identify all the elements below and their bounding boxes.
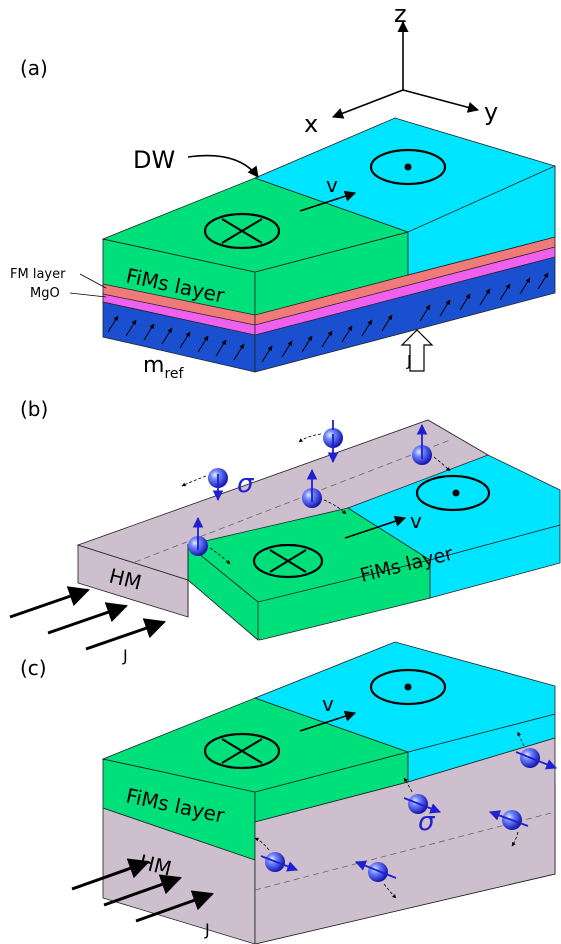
velocity-arrow-c (299, 710, 357, 732)
spin-electron (302, 468, 347, 515)
velocity-arrow-b (344, 515, 407, 539)
magnetization-out-icon (369, 148, 447, 186)
magnetization-out-icon-b (415, 474, 491, 512)
hm-c-dashed-line (254, 811, 556, 891)
panel-c-label: (c) (20, 656, 47, 680)
x-axis-label: x (304, 110, 318, 138)
hm-center-dashed-line (134, 439, 451, 563)
current-arrow-hollow (400, 329, 434, 372)
fm-layer-label: FM layer (10, 267, 66, 282)
current-label-a: J (406, 352, 411, 370)
magnetization-into-icon (203, 212, 281, 250)
current-label-b: J (122, 646, 128, 665)
y-axis-arrow (402, 89, 480, 113)
mgo-leader (69, 292, 107, 298)
panel-a: (a) z x y (10, 0, 557, 382)
spin-electron (188, 516, 231, 565)
spin-electron (403, 777, 442, 814)
spin-electrons-c (254, 731, 558, 899)
current-arrows-b (9, 586, 166, 651)
panel-c: (c) v FiMs layer HM σ (20, 641, 558, 944)
velocity-label-c: v (322, 692, 334, 716)
fims-c-top-cyan (253, 641, 556, 753)
reference-magnetization-arrows (107, 272, 549, 363)
spin-electron (412, 423, 451, 472)
z-axis-label: z (394, 0, 407, 28)
velocity-label: v (326, 173, 338, 197)
sigma-label-b: σ (237, 469, 255, 499)
spin-electron (254, 837, 299, 872)
fims-side-cyan-overlay (407, 165, 556, 276)
spin-electron (488, 810, 529, 847)
velocity-label-b: v (410, 509, 422, 533)
magnetization-into-icon-b (252, 543, 324, 579)
spin-electron (181, 468, 228, 502)
mgo-label: MgO (30, 286, 60, 301)
spin-electron (298, 420, 343, 464)
current-arrows-c (71, 858, 214, 923)
sigma-label-c: σ (418, 807, 436, 837)
mref-label: mref (143, 353, 184, 382)
velocity-arrow (299, 190, 357, 212)
y-axis-label: y (484, 98, 498, 126)
spin-electron (515, 731, 558, 770)
dw-label: DW (133, 146, 175, 174)
fims-b-top-cyan (347, 454, 561, 561)
panel-b-label: (b) (20, 397, 48, 421)
dw-pointer-arrow (187, 154, 259, 178)
panel-b: (b) v FiMs layer HM σ (9, 397, 561, 665)
x-axis-arrow (331, 89, 404, 119)
fm-layer-leader (79, 273, 107, 289)
spin-electrons-b (181, 420, 451, 565)
magnetization-into-icon-c (203, 732, 281, 770)
spin-electron (354, 860, 397, 899)
axes-triad: z x y (304, 0, 498, 138)
current-label-c: J (204, 920, 210, 939)
panel-a-label: (a) (20, 56, 48, 80)
magnetization-out-icon-c (369, 668, 447, 706)
